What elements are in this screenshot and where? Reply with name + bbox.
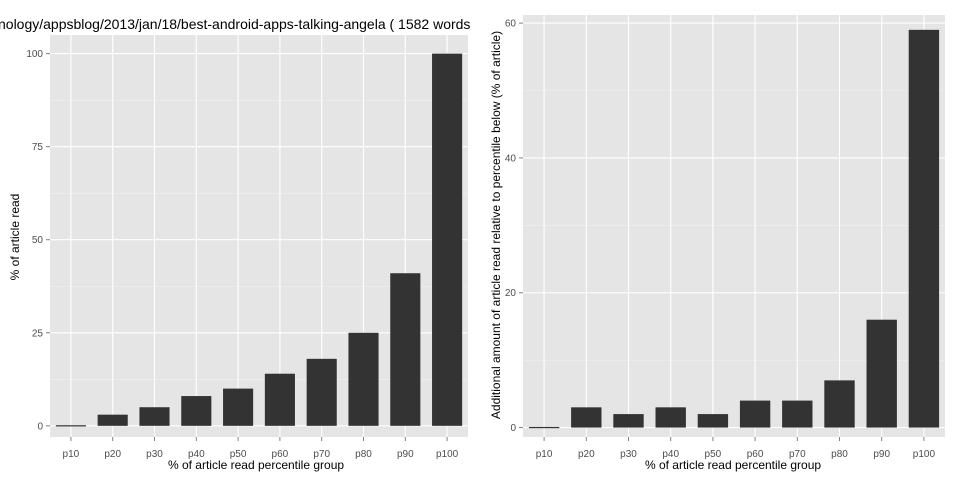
left-chart-title: nology/appsblog/2013/jan/18/best-android… bbox=[0, 16, 470, 32]
right-chart-bar-p10 bbox=[528, 426, 560, 429]
right-chart-x-tick-label: p90 bbox=[873, 449, 890, 460]
right-chart-y-tick-label: 20 bbox=[505, 288, 517, 299]
right-chart-x-tick-label: p10 bbox=[536, 449, 553, 460]
right-chart-bar-p100 bbox=[908, 29, 940, 428]
left-chart-x-tick-label: p40 bbox=[188, 449, 205, 460]
right-chart-x-tick-label: p60 bbox=[747, 449, 764, 460]
right-chart-bar-p80 bbox=[824, 380, 855, 428]
left-chart-x-tick-label: p80 bbox=[355, 449, 372, 460]
right-chart-bar-p60 bbox=[739, 400, 771, 428]
left-chart-y-tick-label: 25 bbox=[32, 328, 44, 339]
right-chart-y-tick-label: 40 bbox=[505, 153, 517, 164]
left-chart-y-tick-label: 0 bbox=[37, 421, 43, 432]
left-chart-bar-p20 bbox=[97, 414, 128, 426]
right-chart: 0 20 40 60 p10 p20 p30 p40 p50 p60 p70 p80 p90 p100 %… bbox=[489, 15, 945, 472]
left-chart-x-tick-label: p70 bbox=[313, 449, 330, 460]
right-chart-x-axis-title: % of article read percentile group bbox=[645, 458, 821, 472]
left-chart-bar-p100 bbox=[432, 53, 463, 426]
left-chart-y-tick-label: 75 bbox=[32, 142, 44, 153]
left-chart-bar-p30 bbox=[139, 407, 170, 426]
right-chart-bar-p20 bbox=[571, 407, 602, 428]
right-chart-y-tick-label: 60 bbox=[505, 19, 517, 30]
right-chart-bar-p50 bbox=[697, 414, 729, 428]
left-chart-x-tick-label: p50 bbox=[230, 449, 247, 460]
right-chart-bar-p30 bbox=[613, 414, 644, 428]
left-chart-x-tick-label: p30 bbox=[146, 449, 163, 460]
left-chart-x-tick-label: p10 bbox=[63, 449, 80, 460]
right-chart-x-tick-label: p50 bbox=[705, 449, 722, 460]
right-chart-bar-p90 bbox=[866, 319, 897, 428]
right-chart-x-tick-label: p70 bbox=[789, 449, 806, 460]
right-chart-y-axis-title: Additional amount of article read relati… bbox=[489, 31, 503, 419]
right-chart-x-tick-label: p100 bbox=[913, 449, 936, 460]
right-chart-bar-p70 bbox=[782, 400, 813, 428]
left-chart-bar-p80 bbox=[348, 332, 379, 426]
left-chart-bar-p70 bbox=[306, 358, 337, 426]
left-chart-x-tick-label: p20 bbox=[104, 449, 121, 460]
left-chart-y-axis-title: % of article read bbox=[8, 194, 22, 281]
left-chart-bar-p10 bbox=[55, 425, 86, 427]
right-chart-bar-p40 bbox=[655, 407, 686, 428]
left-chart-bar-p50 bbox=[223, 388, 254, 426]
right-chart-x-tick-label: p40 bbox=[662, 449, 679, 460]
left-chart-x-axis-title: % of article read percentile group bbox=[168, 458, 344, 472]
left-chart-y-tick-label: 100 bbox=[26, 49, 43, 60]
right-chart-y-tick-label: 0 bbox=[510, 423, 516, 434]
left-chart-x-tick-label: p60 bbox=[272, 449, 289, 460]
left-chart-bar-p60 bbox=[264, 373, 295, 426]
left-chart: 0 25 50 75 100 p10 p20 p30 p40 p50 p60 p70 p80 p90 p10… bbox=[0, 16, 470, 472]
left-chart-bar-p40 bbox=[181, 396, 212, 426]
left-chart-y-tick-label: 50 bbox=[32, 235, 44, 246]
left-chart-bar-p90 bbox=[390, 273, 421, 426]
left-chart-x-tick-label: p100 bbox=[436, 449, 459, 460]
left-chart-x-tick-label: p90 bbox=[397, 449, 414, 460]
right-chart-x-tick-label: p30 bbox=[620, 449, 637, 460]
right-chart-x-tick-label: p80 bbox=[831, 449, 848, 460]
right-chart-x-tick-label: p20 bbox=[578, 449, 595, 460]
